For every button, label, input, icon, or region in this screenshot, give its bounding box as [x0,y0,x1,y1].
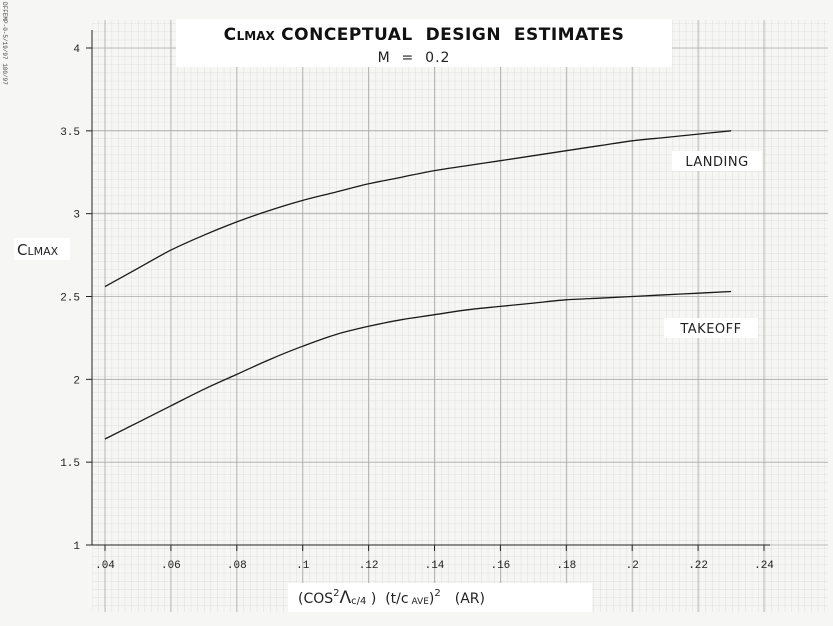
chart-subtitle: M = 0.2 [378,50,451,66]
x-tick-label: .16 [490,560,510,572]
x-tick-label: .04 [95,560,115,572]
x-tick-label: .06 [161,560,181,572]
x-tick-label: .2 [626,560,639,572]
x-axis-label-bg [288,583,592,612]
y-tick-label: 4 [73,44,80,56]
series-line-landing [104,130,732,288]
y-tick-label: 1.5 [60,458,80,470]
y-axis-label: CLMAX [17,241,59,259]
x-tick-label: .12 [359,560,379,572]
series-label-landing: LANDING [685,155,748,170]
y-ticks: 1 1.5 2 2.5 3 3.5 4 [60,44,92,553]
x-ticks: .04 .06 .08 .1 .12 .14 .16 .18 .2 .22 .24 [95,545,774,572]
y-axis-label-bg [14,238,70,260]
x-tick-label: .18 [556,560,576,572]
y-tick-label: 1 [73,541,80,553]
x-tick-label: .14 [425,560,445,572]
landing-label-box: LANDING [672,151,762,171]
y-axis-label-box: CLMAX [14,238,70,260]
takeoff-label-box: TAKEOFF [664,318,758,338]
series-lines [104,130,732,440]
y-tick-label: 3.5 [60,127,80,139]
x-tick-label: .22 [688,560,708,572]
x-axis-label-box: (COS2Λc/4 ) (t/c AVE)2 (AR) [288,583,592,612]
title-box-bg [176,19,672,67]
x-axis-label: (COS2Λc/4 ) (t/c AVE)2 (AR) [298,588,485,608]
grid-fine [92,20,828,612]
takeoff-label-bg [664,318,758,338]
x-tick-label: .08 [227,560,247,572]
y-tick-label: 3 [73,210,80,222]
title-box: CLMAX CONCEPTUAL DESIGN ESTIMATES M = 0.… [176,19,672,67]
y-tick-label: 2.5 [60,293,80,305]
y-tick-label: 2 [73,375,80,387]
series-line-takeoff [104,290,732,440]
series-label-takeoff: TAKEOFF [679,322,741,337]
x-tick-label: .1 [296,560,310,572]
x-tick-label: .24 [754,560,774,572]
chart-title: CLMAX CONCEPTUAL DESIGN ESTIMATES [224,25,625,45]
landing-label-bg [672,151,762,171]
side-note: DFFEMP-0-5/19/97 100/97 [1,2,8,85]
